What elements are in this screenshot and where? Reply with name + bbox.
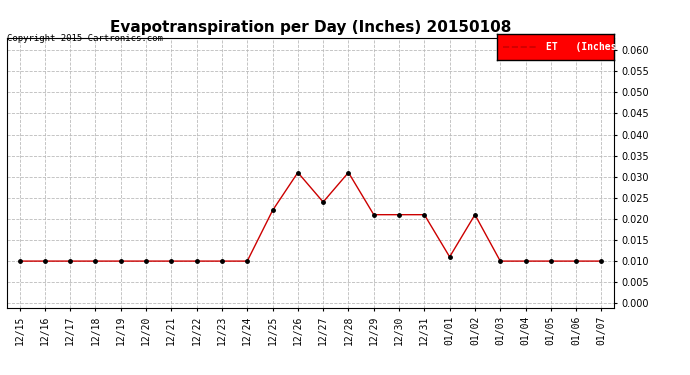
Text: ET   (Inches): ET (Inches): [546, 42, 622, 52]
Text: Copyright 2015 Cartronics.com: Copyright 2015 Cartronics.com: [7, 34, 163, 43]
Title: Evapotranspiration per Day (Inches) 20150108: Evapotranspiration per Day (Inches) 2015…: [110, 20, 511, 35]
